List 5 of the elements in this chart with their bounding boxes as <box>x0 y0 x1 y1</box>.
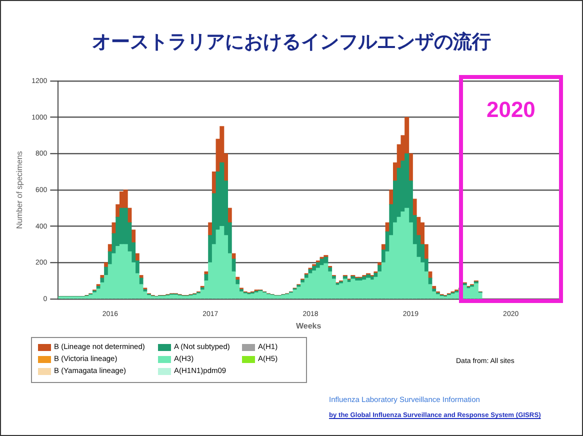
annotation: 2020 <box>462 97 560 123</box>
highlight-outline: 2020 <box>458 75 564 303</box>
y-axis-title: Number of specimens <box>15 151 24 229</box>
x-axis-title: Weeks <box>296 321 322 330</box>
chart-title: オーストラリアにおけるインフルエンザの流行 <box>91 30 492 55</box>
